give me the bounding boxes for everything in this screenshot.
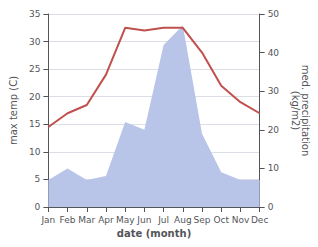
svg-text:15: 15 bbox=[29, 119, 40, 129]
svg-text:max temp (C): max temp (C) bbox=[8, 76, 19, 145]
svg-text:0: 0 bbox=[35, 202, 41, 212]
svg-text:Jul: Jul bbox=[157, 215, 169, 225]
svg-text:20: 20 bbox=[29, 92, 41, 102]
svg-text:30: 30 bbox=[29, 37, 41, 47]
svg-text:50: 50 bbox=[268, 9, 280, 19]
svg-text:30: 30 bbox=[268, 86, 280, 96]
svg-text:Oct: Oct bbox=[213, 215, 229, 225]
svg-text:Jun: Jun bbox=[136, 215, 151, 225]
svg-text:Jan: Jan bbox=[40, 215, 55, 225]
svg-text:Dec: Dec bbox=[251, 215, 268, 225]
svg-text:40: 40 bbox=[268, 48, 280, 58]
svg-text:10: 10 bbox=[268, 163, 280, 173]
svg-text:Aug: Aug bbox=[174, 215, 192, 225]
svg-text:(kg/m2): (kg/m2) bbox=[290, 91, 301, 131]
svg-text:5: 5 bbox=[35, 174, 41, 184]
svg-text:10: 10 bbox=[29, 147, 41, 157]
svg-text:May: May bbox=[116, 215, 135, 225]
svg-text:Feb: Feb bbox=[60, 215, 76, 225]
svg-text:Mar: Mar bbox=[78, 215, 95, 225]
svg-text:date (month): date (month) bbox=[117, 228, 191, 239]
svg-text:Apr: Apr bbox=[98, 215, 114, 225]
svg-text:Sep: Sep bbox=[194, 215, 211, 225]
svg-text:med. precipitation: med. precipitation bbox=[299, 64, 311, 157]
svg-text:20: 20 bbox=[268, 125, 280, 135]
svg-text:0: 0 bbox=[268, 202, 274, 212]
svg-text:Nov: Nov bbox=[232, 215, 250, 225]
svg-text:35: 35 bbox=[29, 9, 40, 19]
svg-text:25: 25 bbox=[29, 64, 40, 74]
